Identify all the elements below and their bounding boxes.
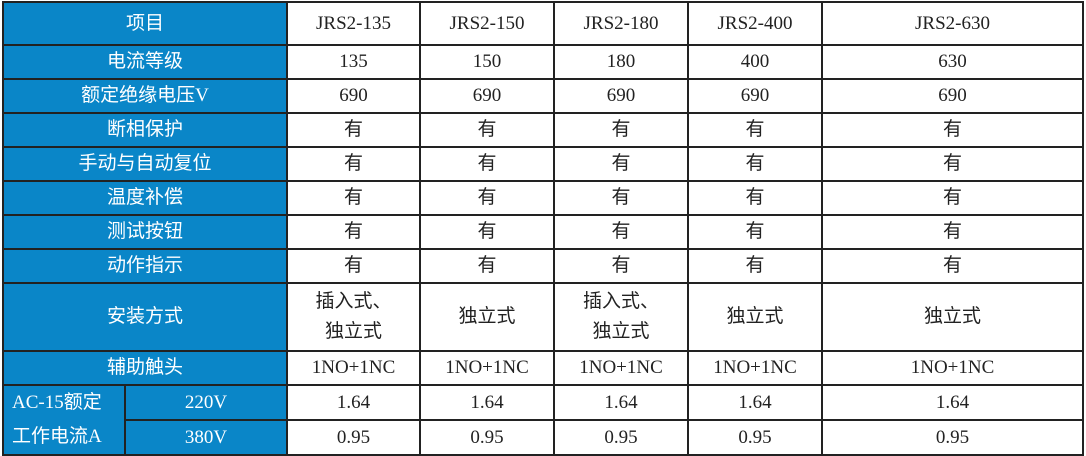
- row-value: 1NO+1NC: [821, 350, 1084, 386]
- row-value: 0.95: [821, 419, 1084, 456]
- row-value: 1.64: [821, 384, 1084, 421]
- value-line: 插入式、: [582, 291, 659, 312]
- row-value: 690: [553, 78, 689, 114]
- row-value: 有: [821, 180, 1084, 216]
- row-label: 辅助触头: [2, 350, 288, 386]
- row-value: 有: [687, 214, 823, 250]
- row-value: 0.95: [286, 419, 421, 456]
- row-value: 135: [286, 44, 421, 80]
- row-label: 手动与自动复位: [2, 146, 288, 182]
- row-value: 690: [687, 78, 823, 114]
- row-value: 1NO+1NC: [687, 350, 823, 386]
- row-value: 有: [687, 248, 823, 284]
- row-value: 有: [553, 146, 689, 182]
- voltage-label: 220V: [124, 384, 288, 421]
- row-value: 有: [821, 112, 1084, 148]
- row-value: 有: [286, 214, 421, 250]
- row-value: 独立式: [687, 282, 823, 352]
- row-value: 有: [687, 146, 823, 182]
- header-label: 项目: [2, 1, 288, 46]
- row-value: 1.64: [419, 384, 555, 421]
- model-header: JRS2-135: [286, 1, 421, 46]
- row-value: 180: [553, 44, 689, 80]
- row-value: 0.95: [553, 419, 689, 456]
- value-line: 独立式: [592, 321, 650, 342]
- row-label: 额定绝缘电压V: [2, 78, 288, 114]
- install-row: 安装方式 插入式、 独立式 独立式 插入式、 独立式 独立式 独立式: [2, 282, 1084, 352]
- row-value: 0.95: [419, 419, 555, 456]
- row-value: 有: [286, 146, 421, 182]
- row-value: 独立式: [821, 282, 1084, 352]
- row-value: 有: [419, 146, 555, 182]
- row-label: 温度补偿: [2, 180, 288, 216]
- model-header: JRS2-180: [553, 1, 689, 46]
- row-value: 630: [821, 44, 1084, 80]
- header-row: 项目 JRS2-135 JRS2-150 JRS2-180 JRS2-400 JRS2-6…: [2, 1, 1084, 46]
- row-value: 有: [286, 112, 421, 148]
- row-label: 安装方式: [2, 282, 288, 352]
- table-row: 测试按钮有有有有有: [2, 214, 1084, 250]
- row-value: 690: [286, 78, 421, 114]
- row-value: 150: [419, 44, 555, 80]
- row-value: 插入式、 独立式: [553, 282, 689, 352]
- model-header: JRS2-630: [821, 1, 1084, 46]
- row-value: 插入式、 独立式: [286, 282, 421, 352]
- value-line: 独立式: [726, 306, 784, 327]
- table-row: 温度补偿有有有有有: [2, 180, 1084, 216]
- row-value: 400: [687, 44, 823, 80]
- row-value: 1.64: [687, 384, 823, 421]
- row-value: 1NO+1NC: [286, 350, 421, 386]
- row-value: 有: [821, 146, 1084, 182]
- row-value: 有: [286, 180, 421, 216]
- row-value: 690: [419, 78, 555, 114]
- model-header: JRS2-400: [687, 1, 823, 46]
- row-value: 有: [553, 214, 689, 250]
- row-value: 有: [419, 180, 555, 216]
- ac15-row: AC-15额定 工作电流A 220V 1.64 1.64 1.64 1.64 1.64: [2, 384, 1084, 456]
- row-value: 有: [286, 248, 421, 284]
- aux-row: 辅助触头 1NO+1NC 1NO+1NC 1NO+1NC 1NO+1NC 1NO+1NC: [2, 350, 1084, 386]
- ac15-row: 380V 0.95 0.95 0.95 0.95 0.95: [3, 419, 1084, 456]
- row-value: 1.64: [553, 384, 689, 421]
- row-value: 1NO+1NC: [419, 350, 555, 386]
- row-value: 有: [687, 112, 823, 148]
- row-value: 独立式: [419, 282, 555, 352]
- row-value: 1NO+1NC: [553, 350, 689, 386]
- ac15-label: AC-15额定 工作电流A: [2, 384, 126, 456]
- row-value: 有: [821, 214, 1084, 250]
- row-value: 有: [553, 180, 689, 216]
- row-value: 有: [821, 248, 1084, 284]
- row-value: 有: [553, 112, 689, 148]
- row-value: 有: [419, 214, 555, 250]
- row-label: 电流等级: [2, 44, 288, 80]
- table-row: 手动与自动复位有有有有有: [2, 146, 1084, 182]
- table-row: 动作指示有有有有有: [2, 248, 1084, 284]
- value-line: 独立式: [458, 306, 516, 327]
- value-line: 插入式、: [315, 291, 392, 312]
- row-label: 测试按钮: [2, 214, 288, 250]
- row-label: 断相保护: [2, 112, 288, 148]
- voltage-label: 380V: [124, 419, 288, 456]
- value-line: 独立式: [324, 321, 382, 342]
- row-value: 1.64: [286, 384, 421, 421]
- row-label: 动作指示: [2, 248, 288, 284]
- row-value: 690: [821, 78, 1084, 114]
- model-header: JRS2-150: [419, 1, 555, 46]
- label-line: AC-15额定: [12, 392, 102, 413]
- table-row: 额定绝缘电压V 690 690 690 690 690: [2, 78, 1084, 114]
- row-value: 0.95: [687, 419, 823, 456]
- table-row: 电流等级 135 150 180 400 630: [2, 44, 1084, 80]
- value-line: 独立式: [923, 306, 981, 327]
- label-line: 工作电流A: [12, 426, 102, 447]
- row-value: 有: [419, 248, 555, 284]
- table-row: 断相保护有有有有有: [2, 112, 1084, 148]
- row-value: 有: [687, 180, 823, 216]
- row-value: 有: [553, 248, 689, 284]
- row-value: 有: [419, 112, 555, 148]
